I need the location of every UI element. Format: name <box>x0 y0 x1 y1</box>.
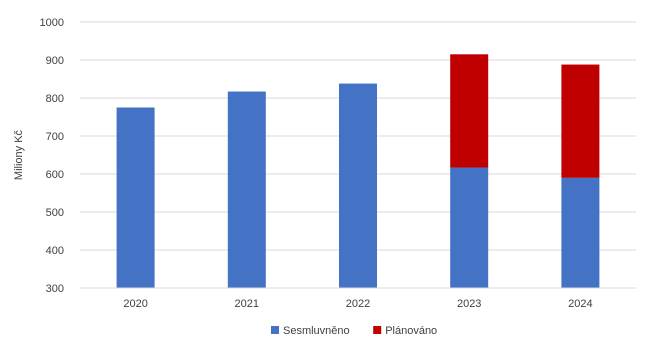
legend: Sesmluvněno Plánováno <box>271 325 437 337</box>
legend-label: Plánováno <box>385 325 437 337</box>
legend-label: Sesmluvněno <box>283 325 350 337</box>
y-tick-label: 300 <box>46 283 64 295</box>
legend-swatch <box>373 326 382 334</box>
y-tick-label: 500 <box>46 207 64 219</box>
y-tick-label: 800 <box>46 93 64 105</box>
x-tick-label: 2023 <box>457 298 481 310</box>
y-tick-label: 400 <box>46 245 64 257</box>
bar-sesmluvněno-2022 <box>339 83 377 288</box>
bar-sesmluvněno-2020 <box>116 107 155 288</box>
bars <box>116 54 600 288</box>
bar-plánováno-2024 <box>561 64 600 178</box>
x-tick-label: 2022 <box>346 298 370 310</box>
y-tick-label: 900 <box>46 55 64 67</box>
y-axis-label: Miliony Kč <box>13 129 25 180</box>
bar-plánováno-2023 <box>450 54 489 168</box>
bar-sesmluvněno-2023 <box>450 167 489 288</box>
y-tick-label: 600 <box>46 169 64 181</box>
y-axis-ticks: 300 400 500 600 700 800 900 1000 <box>40 17 64 295</box>
x-axis-ticks: 2020 2021 2022 2023 2024 <box>123 298 592 310</box>
legend-swatch <box>271 326 279 334</box>
bar-sesmluvněno-2024 <box>561 177 600 288</box>
x-tick-label: 2021 <box>235 298 259 310</box>
y-tick-label: 700 <box>46 131 64 143</box>
bar-sesmluvněno-2021 <box>227 91 266 288</box>
y-tick-label: 1000 <box>40 17 64 29</box>
x-tick-label: 2020 <box>123 298 147 310</box>
x-tick-label: 2024 <box>568 298 592 310</box>
